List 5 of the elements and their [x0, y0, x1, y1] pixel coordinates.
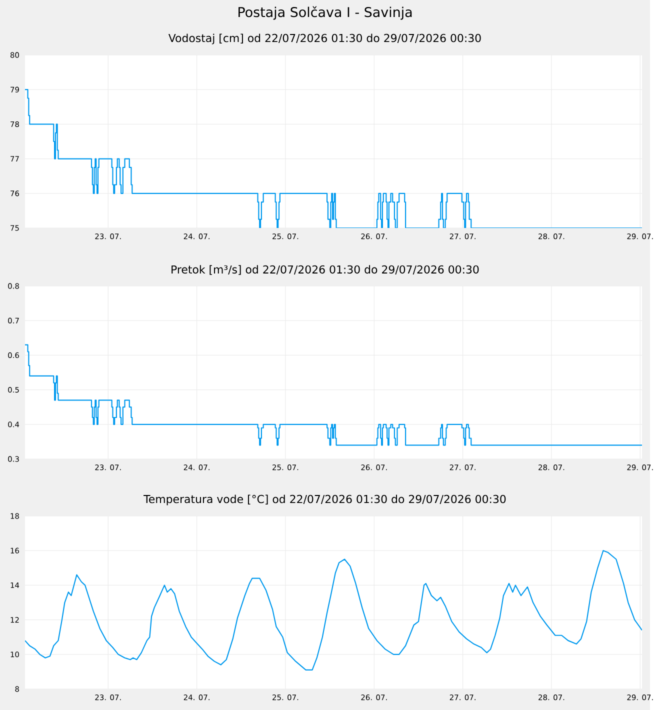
- chart-title: Pretok [m³/s] od 22/07/2026 01:30 do 29/07/2026 00:30: [172, 265, 479, 275]
- chart-title: Temperatura vode [°C] od 22/07/2026 01:30 do 29/07/2026 00:30: [144, 494, 506, 506]
- chart-title: Postaja Solčava I - Savinja: [238, 6, 412, 20]
- line-series: [25, 550, 642, 671]
- chart-subtitle: Vodostaj [cm] od 22/07/2026 01:30 do 29/07/2026 00:30: [168, 34, 481, 44]
